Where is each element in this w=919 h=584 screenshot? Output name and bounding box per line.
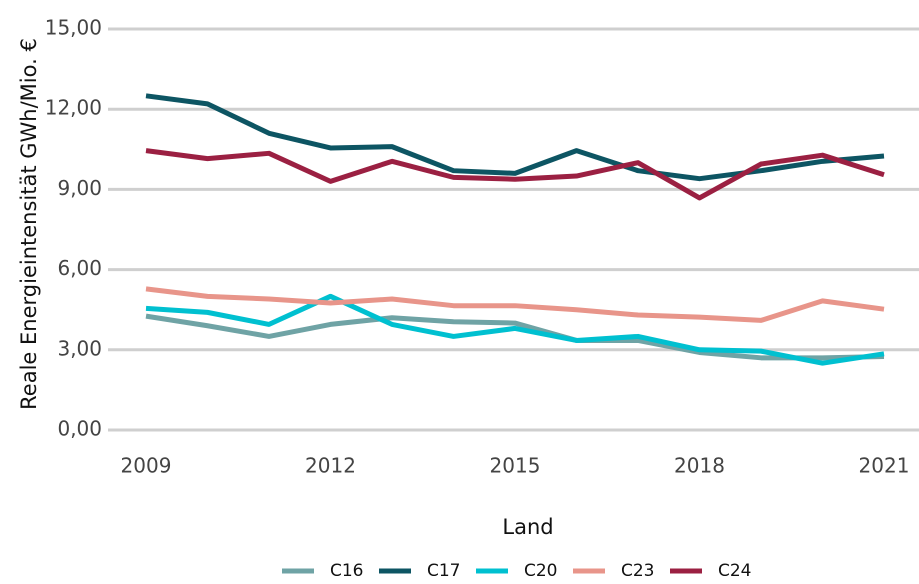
y-tick-label: 0,00 (57, 417, 102, 441)
legend-label: C20 (524, 561, 558, 581)
legend-label: C17 (427, 561, 461, 581)
y-tick-label: 3,00 (57, 336, 102, 360)
legend-label: C16 (330, 561, 364, 581)
x-tick-label: 2015 (490, 454, 541, 478)
y-tick-label: 9,00 (57, 176, 102, 200)
y-axis-label: Reale Energieintensität GWh/Mio. € (17, 38, 41, 410)
x-tick-label: 2021 (859, 454, 910, 478)
x-axis-label: Land (502, 515, 553, 539)
legend-label: C24 (718, 561, 752, 581)
line (145, 93, 885, 182)
y-tick-label: 15,00 (45, 16, 102, 40)
x-tick-label: 2012 (305, 454, 356, 478)
line (145, 313, 885, 361)
legend-label: C23 (621, 561, 655, 581)
line (145, 148, 885, 201)
x-tick-label: 2009 (121, 454, 172, 478)
x-tick-label: 2018 (674, 454, 725, 478)
y-tick-label: 6,00 (57, 256, 102, 280)
y-tick-label: 12,00 (45, 96, 102, 120)
line (145, 293, 885, 366)
line (145, 286, 885, 323)
